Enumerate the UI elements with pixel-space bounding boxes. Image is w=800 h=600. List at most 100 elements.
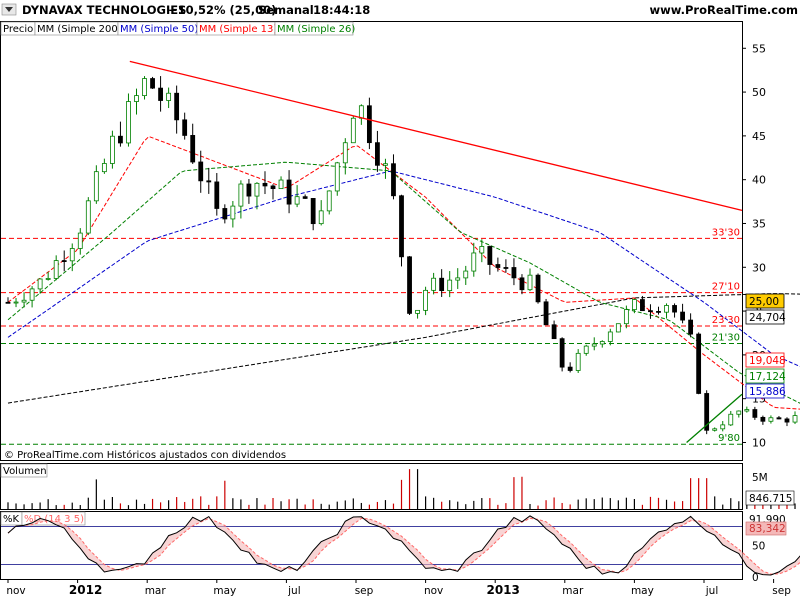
candle-body — [174, 92, 180, 121]
tag-price — [745, 293, 785, 309]
candle-body — [439, 277, 445, 292]
candle-body — [776, 417, 782, 420]
candle-body — [262, 182, 268, 187]
candle-body — [768, 417, 774, 422]
candle-body — [583, 345, 589, 354]
candle-body — [479, 246, 485, 254]
dropdown-arrow-icon — [5, 7, 13, 12]
candle-body — [198, 161, 204, 182]
stoch-fill — [8, 515, 800, 575]
candle-body — [246, 183, 252, 197]
time-tick-label: nov — [424, 585, 443, 597]
tag-label-ma26: 17,124 — [749, 371, 786, 383]
candle-body — [543, 301, 549, 326]
legend-ma50[interactable]: MM (Simple 50) — [120, 24, 198, 35]
candle-body — [230, 205, 236, 220]
candle-body — [222, 208, 228, 220]
time-tick-label: 2013 — [486, 583, 519, 597]
price-tick-label: 10 — [752, 436, 766, 449]
stoch-tick-label: 0 — [752, 572, 759, 584]
candle-body — [632, 299, 637, 310]
candle-body — [134, 95, 139, 102]
time-tick-label: sep — [772, 585, 791, 597]
candle-body — [254, 182, 260, 197]
instrument-name: DYNAVAX TECHNOLOGIES — [22, 3, 186, 17]
candle-body — [286, 179, 292, 205]
candle-body — [77, 232, 83, 249]
candle-body — [318, 210, 324, 225]
stoch-d-line — [7, 517, 800, 575]
price-tick-label: 40 — [752, 174, 766, 187]
right-value-tags: 25,00 24,704 19,048 17,124 15,886 — [745, 293, 786, 399]
volume-axis: 5M 846.715 — [745, 472, 795, 506]
candle-body — [375, 142, 380, 166]
level-label: 27'10 — [712, 282, 740, 293]
candle-body — [760, 416, 766, 422]
candle-body — [85, 200, 91, 234]
price-tick-label: 30 — [752, 261, 766, 274]
candle-body — [334, 162, 340, 192]
candle-body — [688, 319, 694, 335]
candle-body — [358, 105, 364, 119]
stoch-d-title[interactable]: %D (14 3 5) — [24, 514, 84, 525]
time-tick-label: may — [631, 585, 654, 597]
candle-body — [648, 310, 653, 313]
candle-body — [696, 333, 702, 394]
candle-body — [495, 264, 501, 268]
legend-ma26[interactable]: MM (Simple 26) — [277, 24, 355, 35]
tag-ma13 — [745, 352, 785, 368]
candle-body — [29, 288, 35, 301]
volume-last-label: 846.715 — [749, 493, 792, 505]
candle-body — [720, 424, 726, 430]
time-tick-label: may — [213, 585, 236, 597]
candle-body — [664, 305, 669, 313]
tag-label-ma50: 15,886 — [749, 386, 786, 398]
clock-time: 18:44:18 — [313, 3, 370, 17]
candle-body — [527, 274, 533, 291]
candle-body — [415, 309, 420, 314]
trendline-up[interactable] — [686, 393, 743, 443]
level-label: 33'30 — [712, 227, 740, 238]
time-tick-label: mar — [562, 585, 584, 597]
candle-body — [559, 338, 565, 368]
legend-precio[interactable]: Precio — [3, 24, 33, 35]
candle-body — [792, 415, 798, 423]
stoch-k-title[interactable]: %K — [3, 514, 20, 525]
site-url[interactable]: www.ProRealTime.com — [649, 3, 798, 17]
candle-body — [45, 278, 51, 280]
stochastic-lines — [1, 515, 800, 576]
trendline-down[interactable] — [129, 60, 743, 211]
tag-label-ma13: 19,048 — [749, 355, 786, 367]
candle-body — [69, 248, 75, 262]
candle-body — [326, 190, 332, 212]
candle-body — [607, 331, 613, 342]
candle-body — [623, 309, 629, 325]
stoch-d-tag — [745, 521, 787, 536]
stoch-tick-label: 50 — [752, 541, 765, 553]
candle-body — [13, 301, 19, 304]
moving-averages — [7, 135, 800, 410]
candle-body — [366, 105, 372, 144]
legend-ma200[interactable]: MM (Simple 200) — [37, 24, 122, 35]
candle-body — [672, 305, 677, 313]
candle-body — [551, 324, 557, 340]
trendlines — [129, 60, 743, 443]
candle-body — [150, 78, 155, 89]
time-tick-label: mar — [145, 585, 167, 597]
candle-body — [487, 246, 493, 265]
time-tick-label: jul — [287, 585, 301, 597]
volume-last-tag — [745, 490, 795, 506]
price-legend: Precio MM (Simple 200) MM (Simple 50) MM… — [0, 21, 355, 36]
candle-body — [158, 87, 163, 101]
candle-body — [784, 418, 790, 423]
candle-body — [21, 299, 27, 303]
ma-line-3 — [7, 135, 800, 410]
time-axis: nov2012marmayjulsepnov2013marmayjulsepno… — [6, 579, 791, 597]
candle-body — [511, 267, 517, 279]
candle-body — [214, 181, 220, 209]
volume-title[interactable]: Volumen — [3, 466, 47, 477]
volume-bars — [7, 469, 796, 509]
legend-ma13[interactable]: MM (Simple 13) — [199, 24, 277, 35]
candle-body — [575, 352, 581, 371]
